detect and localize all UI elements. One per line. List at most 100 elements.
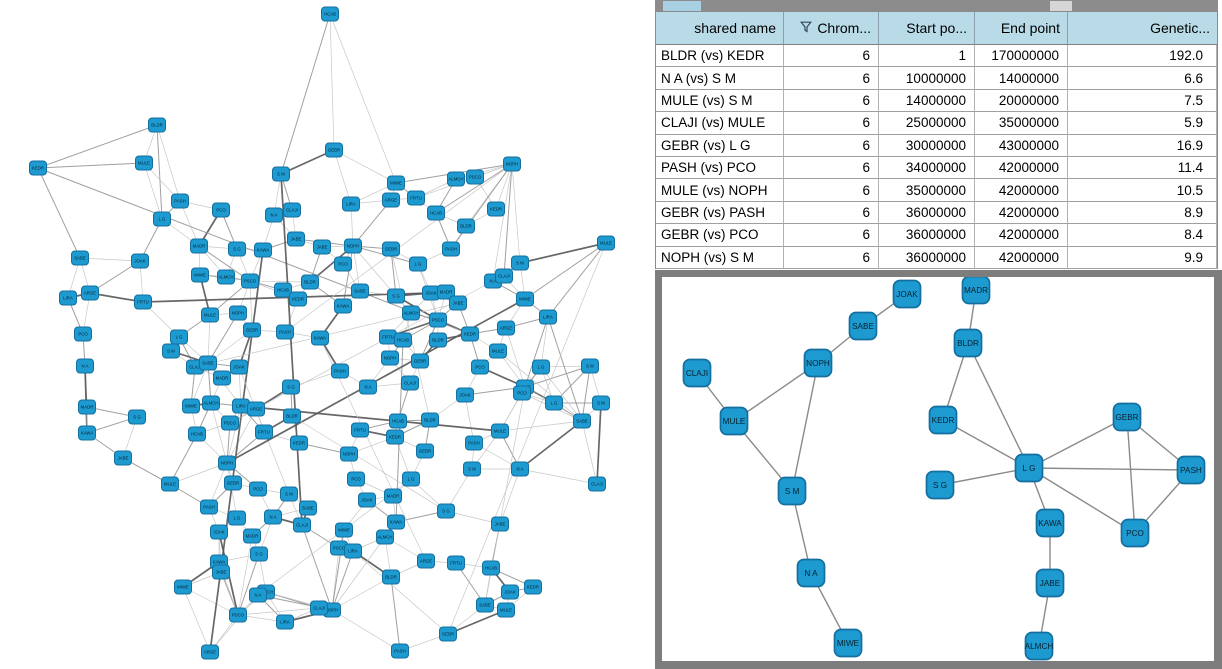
- network-node[interactable]: JABE: [491, 516, 509, 532]
- network-node-shape[interactable]: [402, 471, 420, 487]
- network-edge[interactable]: [331, 576, 392, 611]
- table-cell[interactable]: GEBR (vs) L G: [656, 134, 784, 157]
- network-node-shape[interactable]: [387, 175, 405, 191]
- network-node-shape[interactable]: [416, 443, 434, 459]
- table-cell[interactable]: 11.4: [1068, 156, 1217, 180]
- network-node[interactable]: S M: [272, 166, 290, 182]
- network-node[interactable]: FRTU: [447, 555, 465, 571]
- network-node-shape[interactable]: [925, 470, 955, 500]
- network-node[interactable]: KEDR: [461, 326, 479, 342]
- network-node[interactable]: SABE: [199, 355, 217, 371]
- table-row[interactable]: GEBR (vs) PCO 6 36000000 42000000 8.4: [656, 224, 1217, 247]
- network-edge[interactable]: [210, 402, 228, 464]
- network-node[interactable]: PSCO: [466, 169, 484, 185]
- network-node-shape[interactable]: [417, 553, 435, 569]
- network-node-shape[interactable]: [573, 413, 591, 429]
- network-node[interactable]: KEDR: [524, 579, 542, 595]
- network-node[interactable]: CLAJI: [401, 375, 419, 391]
- network-node-shape[interactable]: [421, 412, 439, 428]
- network-node-shape[interactable]: [719, 406, 749, 436]
- network-node-shape[interactable]: [254, 242, 272, 258]
- network-node-shape[interactable]: [513, 385, 531, 401]
- network-node-shape[interactable]: [243, 322, 261, 338]
- network-node-shape[interactable]: [682, 358, 712, 388]
- network-node-shape[interactable]: [342, 196, 360, 212]
- network-node-shape[interactable]: [379, 329, 397, 345]
- network-node[interactable]: PSCO: [241, 273, 259, 289]
- network-edge[interactable]: [450, 163, 513, 250]
- network-node[interactable]: HCAB: [274, 282, 292, 298]
- network-node[interactable]: ARGE: [81, 285, 99, 301]
- network-node[interactable]: S M: [463, 461, 481, 477]
- network-node-shape[interactable]: [290, 435, 308, 451]
- network-node[interactable]: BLDR: [148, 117, 166, 133]
- network-node-shape[interactable]: [422, 285, 440, 301]
- network-node-shape[interactable]: [299, 500, 317, 516]
- table-cell[interactable]: 35000000: [975, 112, 1068, 135]
- network-node[interactable]: CLAJI: [682, 358, 712, 388]
- table-cell[interactable]: 36000000: [879, 201, 975, 225]
- network-node-shape[interactable]: [293, 517, 311, 533]
- network-node[interactable]: JABE: [313, 239, 331, 255]
- network-node[interactable]: N A: [76, 358, 94, 374]
- network-edge[interactable]: [581, 365, 591, 422]
- network-node-shape[interactable]: [276, 614, 294, 630]
- network-node-shape[interactable]: [78, 425, 96, 441]
- network-node[interactable]: ALMCH: [217, 269, 235, 285]
- network-node[interactable]: ALMCH: [1024, 631, 1054, 661]
- network-node-shape[interactable]: [282, 379, 300, 395]
- network-node-shape[interactable]: [221, 415, 239, 431]
- network-node-shape[interactable]: [461, 326, 479, 342]
- network-node[interactable]: LIRA: [539, 309, 557, 325]
- network-edge[interactable]: [464, 394, 475, 444]
- network-node[interactable]: LIRA: [232, 398, 250, 414]
- column-header-4[interactable]: Genetic...: [1068, 12, 1217, 44]
- network-node[interactable]: PCO: [334, 256, 352, 272]
- network-edge[interactable]: [79, 257, 141, 262]
- network-node[interactable]: GEBR: [416, 443, 434, 459]
- table-cell[interactable]: 8.4: [1068, 224, 1217, 247]
- network-node-shape[interactable]: [592, 395, 610, 411]
- network-node-shape[interactable]: [250, 546, 268, 562]
- network-node-shape[interactable]: [255, 424, 273, 440]
- table-cell[interactable]: 6: [784, 45, 879, 68]
- table-row[interactable]: N A (vs) S M 6 10000000 14000000 6.6: [656, 67, 1217, 90]
- network-node-shape[interactable]: [200, 499, 218, 515]
- network-node[interactable]: CLAJI: [310, 600, 328, 616]
- network-node[interactable]: L G: [402, 471, 420, 487]
- network-node-shape[interactable]: [170, 329, 188, 345]
- network-node-shape[interactable]: [334, 256, 352, 272]
- table-cell[interactable]: 9.9: [1068, 246, 1217, 269]
- network-node-shape[interactable]: [524, 579, 542, 595]
- network-edge[interactable]: [207, 312, 239, 364]
- network-edge[interactable]: [547, 242, 607, 318]
- network-node[interactable]: KAWA: [334, 298, 352, 314]
- network-node-shape[interactable]: [241, 273, 259, 289]
- network-edge[interactable]: [209, 249, 264, 653]
- network-node-shape[interactable]: [389, 413, 407, 429]
- network-edge[interactable]: [156, 124, 163, 220]
- network-node-shape[interactable]: [128, 409, 146, 425]
- network-edge[interactable]: [455, 163, 513, 180]
- network-node[interactable]: S G: [282, 379, 300, 395]
- network-node-shape[interactable]: [442, 241, 460, 257]
- network-node[interactable]: MIWE: [174, 579, 192, 595]
- table-cell[interactable]: 7.5: [1068, 89, 1217, 113]
- network-node-shape[interactable]: [545, 395, 563, 411]
- network-node[interactable]: N A: [264, 509, 282, 525]
- network-edge[interactable]: [1028, 416, 1128, 469]
- network-node[interactable]: PCO: [74, 326, 92, 342]
- network-node-shape[interactable]: [335, 522, 353, 538]
- table-cell[interactable]: 5.9: [1068, 112, 1217, 135]
- table-row[interactable]: CLAJI (vs) MULE 6 25000000 35000000 5.9: [656, 112, 1217, 135]
- network-node[interactable]: CLAJI: [293, 517, 311, 533]
- network-edge[interactable]: [291, 415, 447, 512]
- network-node-shape[interactable]: [334, 298, 352, 314]
- network-node[interactable]: CLAJI: [588, 476, 606, 492]
- network-node[interactable]: KEDR: [386, 429, 404, 445]
- network-node[interactable]: JABE: [449, 295, 467, 311]
- network-edge[interactable]: [280, 13, 331, 175]
- network-node[interactable]: PCO: [347, 471, 365, 487]
- network-edge[interactable]: [942, 419, 1030, 469]
- network-node[interactable]: ARGE: [382, 192, 400, 208]
